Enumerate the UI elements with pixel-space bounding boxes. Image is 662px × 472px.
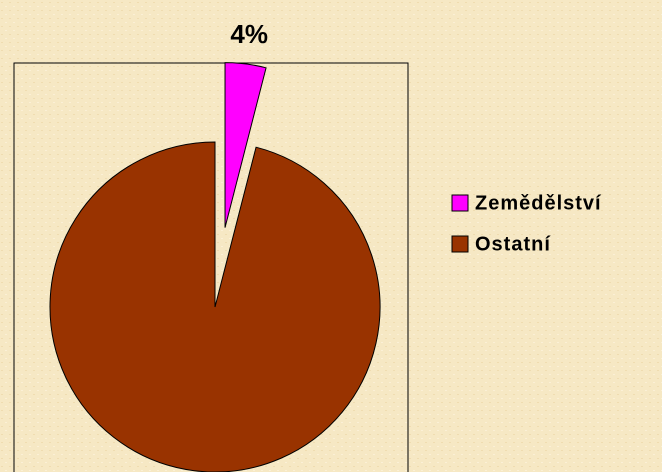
data-label: 4% [230, 19, 268, 49]
plot-frame [13, 62, 409, 472]
pie-slice [49, 141, 381, 472]
legend-label: Ostatní [475, 233, 551, 255]
legend-label: Zemědělství [475, 192, 602, 214]
pie-slice [224, 62, 267, 228]
legend-swatch [451, 194, 469, 212]
legend-swatch [451, 235, 469, 253]
